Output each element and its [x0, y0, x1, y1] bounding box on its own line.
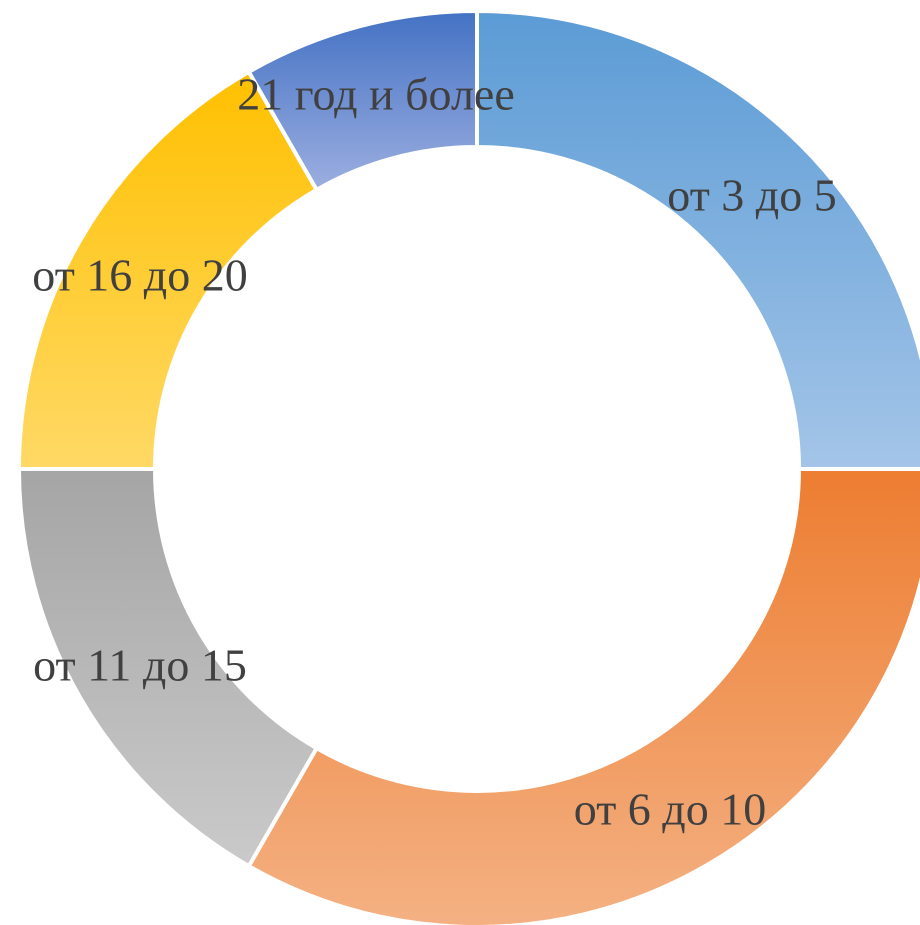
donut-slice [475, 8, 920, 471]
slice-label: от 6 до 10 [574, 784, 766, 835]
donut-slices [16, 8, 920, 925]
slice-labels: от 3 до 5 от 6 до 10 от 11 до 15 от 16 до 2… [32, 69, 836, 835]
donut-slice [246, 8, 479, 193]
slice-label: 21 год и более [237, 69, 515, 120]
slice-label: от 3 до 5 [667, 170, 836, 221]
slice-label: от 11 до 15 [33, 640, 247, 691]
slice-label: от 16 до 20 [32, 250, 247, 301]
donut-slice [246, 467, 920, 925]
